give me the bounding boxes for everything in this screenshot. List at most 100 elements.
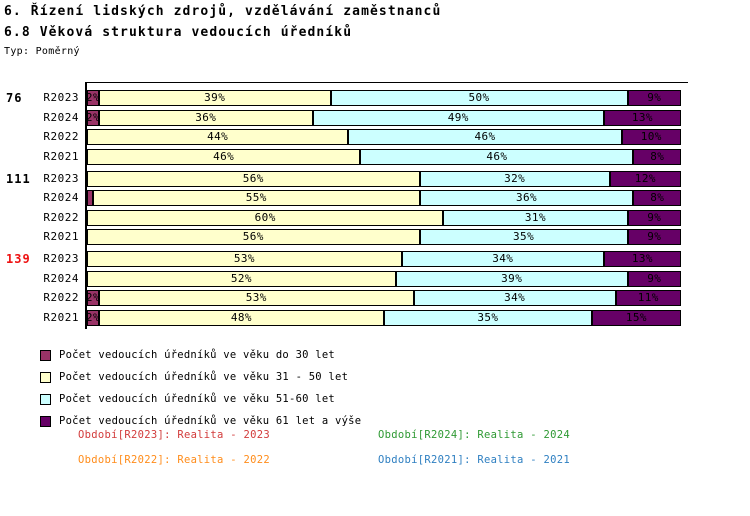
bar-segment-age-31-50: 56% — [87, 170, 420, 187]
row-period-label: R2022 — [43, 210, 79, 224]
bar-segment-label: 60% — [254, 210, 276, 224]
bar-track: 46% 46% 8% — [87, 148, 681, 165]
bar-segment-age-61-plus: 9% — [627, 270, 681, 287]
bar-track: 56% 35% 9% — [87, 229, 681, 245]
bar-track: 44% 46% 10% — [87, 129, 681, 145]
bar-segment-age-51-60: 49% — [312, 109, 604, 126]
legend: Počet vedoucích úředníků ve věku do 30 l… — [40, 344, 361, 432]
bar-segment-age-31-50: 48% — [98, 309, 384, 326]
bar-segment-age-under-30 — [87, 190, 93, 206]
chart-row: R2022 2% 53% 34% 11% — [0, 290, 750, 306]
bar-segment-age-51-60: 36% — [419, 190, 634, 206]
chart-row: R2023 2% 39% 50% 9% — [0, 90, 750, 106]
legend-label: Počet vedoucích úředníků ve věku do 30 l… — [59, 349, 336, 361]
bar-segment-age-61-plus: 9% — [627, 229, 681, 245]
bar-segment-label: 8% — [650, 149, 665, 163]
bar-segment-label: 48% — [230, 310, 252, 324]
legend-label: Počet vedoucích úředníků ve věku 31 - 50… — [59, 371, 349, 383]
group-total-label: 139 — [6, 252, 31, 266]
bar-segment-label: 55% — [245, 191, 267, 204]
bar-segment-label: 2% — [88, 311, 98, 325]
bar-segment-age-51-60: 46% — [360, 148, 634, 165]
bar-segment-label: 2% — [88, 91, 98, 105]
bar-segment-label: 9% — [647, 210, 662, 224]
bar-track: 56% 32% 12% — [87, 170, 681, 187]
bar-segment-label: 12% — [634, 171, 656, 185]
bar-segment-age-under-30: 2% — [87, 90, 99, 106]
chart-row: R2024 2% 36% 49% 13% — [0, 109, 750, 126]
group-total-label: 76 — [6, 91, 23, 105]
legend-label: Počet vedoucích úředníků ve věku 51-60 l… — [59, 393, 336, 405]
chart: 76 R2023 2% 39% 50% 9% R2024 2% 36% 49% 13% R2022 44… — [0, 82, 750, 332]
bar-track: 60% 31% 9% — [87, 209, 681, 226]
bar-segment-label: 34% — [492, 252, 514, 265]
bar-segment-label: 35% — [513, 230, 535, 243]
page-title: 6. Řízení lidských zdrojů, vzdělávání za… — [4, 4, 442, 19]
bar-segment-label: 39% — [501, 271, 523, 285]
page-subtitle: 6.8 Věková struktura vedoucích úředníků — [4, 25, 353, 40]
bar-segment-age-61-plus: 11% — [615, 290, 681, 306]
bar-segment-age-under-30: 2% — [87, 309, 99, 326]
bar-segment-age-31-50: 46% — [87, 148, 361, 165]
bar-segment-label: 9% — [647, 271, 662, 285]
bar-segment-age-31-50: 55% — [92, 190, 420, 206]
bar-track: 2% 36% 49% 13% — [87, 109, 681, 126]
bar-segment-label: 9% — [647, 91, 662, 104]
chart-row: R2021 56% 35% 9% — [0, 229, 750, 245]
period-note: Období[R2021]: Realita - 2021 — [378, 454, 571, 466]
bar-segment-label: 53% — [245, 291, 267, 304]
bar-segment-label: 46% — [486, 149, 508, 163]
row-period-label: R2024 — [43, 110, 79, 124]
bar-segment-label: 9% — [647, 230, 662, 243]
bar-segment-label: 35% — [477, 310, 499, 324]
bar-segment-age-51-60: 34% — [401, 251, 604, 267]
chart-groups: 76 R2023 2% 39% 50% 9% R2024 2% 36% 49% 13% R2022 44… — [0, 90, 750, 332]
bar-segment-age-61-plus: 8% — [633, 148, 681, 165]
chart-row: R2024 52% 39% 9% — [0, 270, 750, 287]
chart-y-axis-line — [85, 82, 87, 329]
legend-swatch-age-31-50 — [40, 371, 51, 383]
bar-segment-label: 44% — [207, 130, 229, 143]
legend-label: Počet vedoucích úředníků ve věku 61 let … — [59, 415, 362, 427]
bar-segment-label: 56% — [242, 171, 264, 185]
bar-segment-label: 13% — [631, 252, 653, 265]
period-note: Období[R2022]: Realita - 2022 — [78, 454, 271, 466]
bar-segment-label: 56% — [242, 230, 264, 243]
bar-segment-label: 34% — [504, 291, 526, 304]
bar-track: 2% 39% 50% 9% — [87, 90, 681, 106]
legend-item: Počet vedoucích úředníků ve věku 51-60 l… — [40, 388, 361, 410]
row-period-label: R2022 — [43, 130, 79, 143]
legend-swatch-age-under-30 — [40, 349, 51, 361]
bar-segment-age-61-plus: 10% — [621, 129, 681, 145]
bar-segment-age-61-plus: 9% — [627, 90, 681, 106]
bar-segment-age-31-50: 36% — [98, 109, 313, 126]
bar-segment-age-61-plus: 8% — [633, 190, 681, 206]
bar-segment-age-61-plus: 13% — [603, 251, 681, 267]
bar-segment-age-61-plus: 9% — [627, 209, 681, 226]
bar-segment-age-under-30: 2% — [87, 290, 99, 306]
chart-top-axis-line — [85, 82, 688, 83]
bar-segment-label: 46% — [474, 130, 496, 143]
row-period-label: R2023 — [43, 91, 79, 104]
chart-row: R2022 60% 31% 9% — [0, 209, 750, 226]
bar-segment-age-31-50: 60% — [87, 209, 444, 226]
bar-segment-label: 2% — [88, 291, 98, 305]
chart-row: R2023 53% 34% 13% — [0, 251, 750, 267]
chart-row: R2021 46% 46% 8% — [0, 148, 750, 165]
row-period-label: R2024 — [43, 191, 79, 204]
bar-segment-age-51-60: 31% — [443, 209, 628, 226]
bar-segment-age-51-60: 46% — [348, 129, 622, 145]
chart-row: R2023 56% 32% 12% — [0, 170, 750, 187]
legend-item: Počet vedoucích úředníků ve věku do 30 l… — [40, 344, 361, 366]
bar-segment-label: 46% — [213, 149, 235, 163]
bar-segment-label: 13% — [631, 110, 653, 124]
chart-row: R2024 55% 36% 8% — [0, 190, 750, 206]
bar-segment-age-31-50: 52% — [87, 270, 396, 287]
bar-segment-age-31-50: 56% — [87, 229, 420, 245]
period-note: Období[R2023]: Realita - 2023 — [78, 429, 271, 441]
legend-item: Počet vedoucích úředníků ve věku 31 - 50… — [40, 366, 361, 388]
chart-row: R2022 44% 46% 10% — [0, 129, 750, 145]
bar-segment-age-51-60: 50% — [330, 90, 628, 106]
bar-segment-label: 8% — [650, 191, 665, 204]
bar-track: 2% 48% 35% 15% — [87, 309, 681, 326]
